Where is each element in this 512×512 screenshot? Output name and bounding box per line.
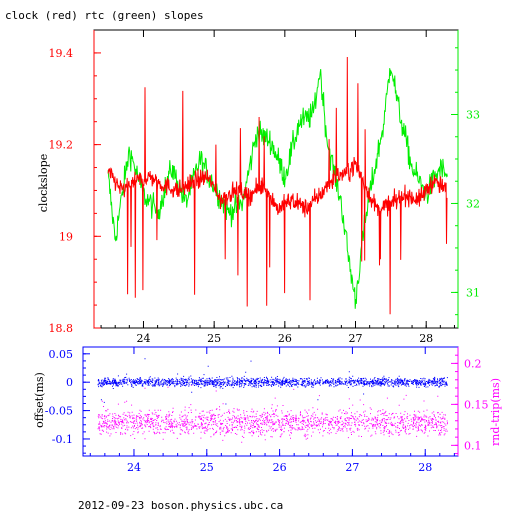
slope-panel: 18.8 19 19.2 19.4 31 32 33 24 25 26 27 28 clocksl… bbox=[37, 29, 480, 345]
offset-x-tick-label: 27 bbox=[345, 461, 359, 474]
slope-plot-frame bbox=[93, 29, 459, 329]
footer-text: 2012-09-23 boson.physics.ubc.ca bbox=[78, 499, 283, 512]
offset-x-tick-label: 24 bbox=[127, 461, 141, 474]
offset-x-tick-label: 26 bbox=[273, 461, 287, 474]
offset-x-tick-label: 28 bbox=[418, 461, 432, 474]
clockslope-line bbox=[107, 56, 448, 315]
offset-axis-label: offset(ms) bbox=[33, 372, 46, 428]
chart-title: clock (red) rtc (green) slopes bbox=[5, 9, 204, 22]
rnd-trip-tick-label: 0.15 bbox=[464, 398, 489, 411]
clockslope-tick-label: 19.4 bbox=[49, 47, 74, 60]
x-tick-label: 27 bbox=[349, 332, 363, 345]
clockslope-tick-label: 18.8 bbox=[49, 322, 74, 335]
rnd-trip-axis-label: rnd-trip(ms) bbox=[489, 378, 502, 446]
rnd-trip-tick-label: 0.2 bbox=[464, 357, 482, 370]
offset-tick-label: -0.1 bbox=[52, 433, 73, 446]
offset-x-axis: 24 25 26 27 28 bbox=[89, 347, 455, 474]
offset-points bbox=[97, 358, 448, 405]
offset-tick-label: -0.05 bbox=[45, 405, 73, 418]
rtc-tick-label: 33 bbox=[466, 109, 480, 122]
x-tick-label: 28 bbox=[419, 332, 433, 345]
clockslope-axis: 18.8 19 19.2 19.4 bbox=[49, 30, 101, 335]
offset-axis: 0.05 0 -0.05 -0.1 bbox=[45, 348, 90, 454]
rtc-slope-line bbox=[107, 68, 448, 309]
clockslope-axis-label: clockslope bbox=[37, 154, 50, 212]
x-tick-label: 24 bbox=[136, 332, 150, 345]
rnd-trip-axis: 0.1 0.15 0.2 bbox=[451, 347, 489, 456]
rtc-slope-axis: 31 32 33 bbox=[451, 30, 480, 328]
slope-x-axis: 24 25 26 27 28 bbox=[100, 30, 455, 345]
offset-tick-label: 0.05 bbox=[49, 348, 74, 361]
x-tick-label: 26 bbox=[278, 332, 292, 345]
rtc-tick-label: 31 bbox=[466, 286, 480, 299]
offset-series bbox=[97, 358, 448, 443]
rnd-trip-tick-label: 0.1 bbox=[464, 439, 482, 452]
clockslope-tick-label: 19 bbox=[59, 230, 73, 243]
offset-x-tick-label: 25 bbox=[200, 461, 214, 474]
offset-tick-label: 0 bbox=[66, 376, 73, 389]
offset-panel: 0.05 0 -0.05 -0.1 0.1 0.15 0.2 24 25 26 27 28 off… bbox=[33, 346, 502, 474]
offset-plot-frame bbox=[82, 346, 459, 457]
slope-series bbox=[107, 56, 448, 315]
x-tick-label: 25 bbox=[207, 332, 221, 345]
rnd-trip-points bbox=[97, 380, 448, 443]
clockslope-tick-label: 19.2 bbox=[49, 139, 74, 152]
rtc-tick-label: 32 bbox=[466, 197, 480, 210]
